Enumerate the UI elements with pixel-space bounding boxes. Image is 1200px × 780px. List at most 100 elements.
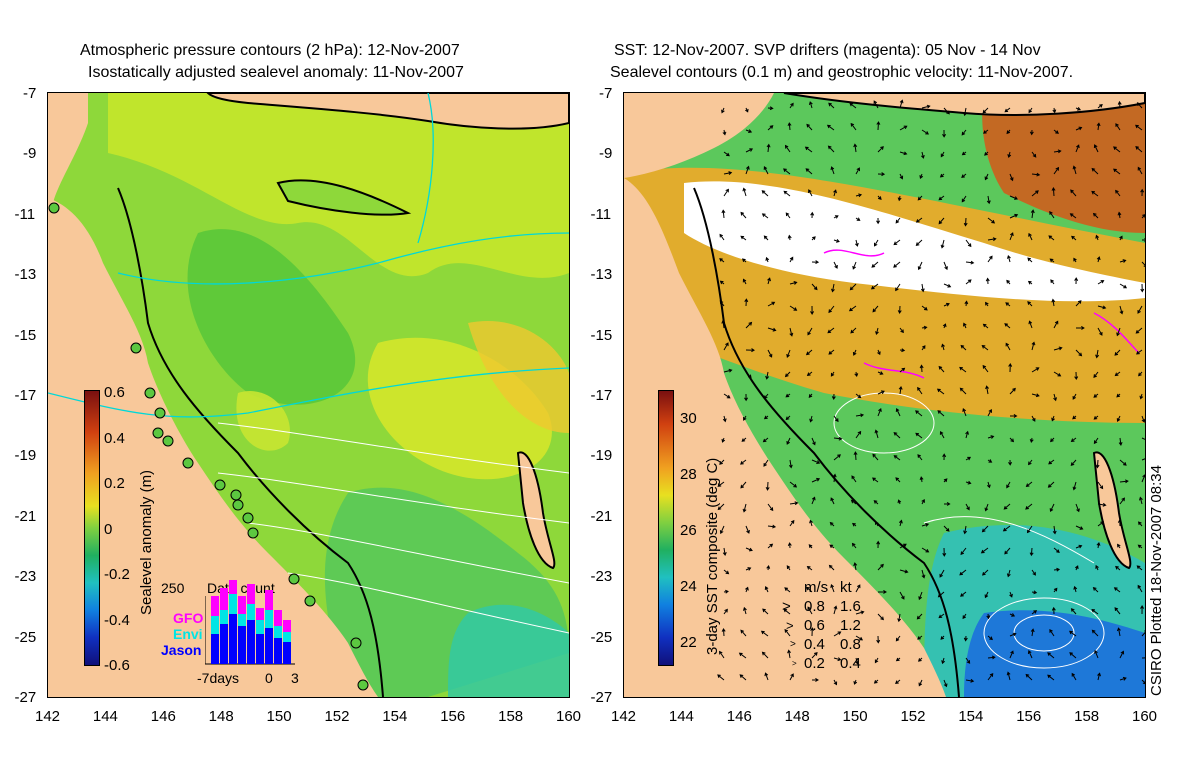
velocity-arrow	[806, 566, 813, 571]
velocity-arrow	[963, 525, 968, 535]
latitude-tick-label: -25	[14, 628, 37, 646]
velocity-arrow	[940, 239, 945, 249]
velocity-arrow	[918, 657, 923, 662]
velocity-arrow	[987, 655, 996, 660]
pressure-contour-3	[417, 93, 434, 244]
histogram-bar	[211, 616, 219, 634]
velocity-arrow	[1115, 189, 1121, 197]
sla-contour-3	[247, 522, 569, 584]
velocity-arrow	[854, 239, 859, 247]
velocity-arrow	[1075, 144, 1080, 153]
sla-colorbar-tick-label: -0.4	[104, 611, 130, 629]
velocity-arrow	[1008, 459, 1013, 466]
inset-legend-jason: Jason	[161, 642, 202, 658]
velocity-arrow	[722, 415, 727, 423]
velocity-arrow	[765, 481, 770, 491]
velocity-arrow	[833, 605, 838, 615]
velocity-arrow	[1114, 371, 1121, 377]
velocity-arrow	[1049, 503, 1055, 513]
sla-high-patch-3	[236, 391, 290, 451]
velocity-arrow	[1097, 521, 1105, 527]
velocity-arrow	[1004, 107, 1011, 113]
inset-ymax-label: 250	[161, 580, 185, 596]
speed-arrow-icon: >	[782, 598, 791, 615]
histogram-bar	[265, 610, 273, 628]
sealevel-anomaly-map	[47, 92, 570, 698]
speed-legend-kt-0: 1.6	[840, 598, 861, 615]
velocity-arrow	[1003, 503, 1011, 510]
velocity-arrow	[940, 151, 945, 158]
velocity-arrow	[1009, 650, 1014, 659]
velocity-arrow	[1094, 649, 1099, 659]
velocity-arrow	[833, 415, 839, 423]
velocity-arrow	[743, 415, 747, 421]
velocity-arrow	[1075, 126, 1083, 131]
velocity-arrow	[784, 144, 791, 153]
velocity-arrow	[943, 261, 948, 271]
land-queensland-sst	[624, 178, 946, 697]
histogram-bar	[238, 596, 246, 614]
velocity-arrow	[828, 102, 835, 109]
velocity-arrow	[1137, 305, 1143, 314]
velocity-arrow	[1093, 415, 1099, 420]
velocity-arrow	[876, 540, 881, 549]
velocity-arrow	[1052, 107, 1057, 114]
velocity-arrow	[1136, 565, 1143, 571]
velocity-arrow	[937, 410, 945, 417]
velocity-arrow	[853, 143, 858, 153]
velocity-arrow	[1093, 371, 1099, 378]
velocity-arrow	[938, 195, 945, 201]
velocity-arrow	[1069, 213, 1077, 219]
velocity-arrow	[873, 679, 879, 684]
velocity-arrow	[1073, 585, 1078, 593]
velocity-arrow	[721, 628, 726, 637]
histogram-bar	[265, 628, 273, 664]
velocity-arrow	[941, 657, 946, 665]
sla-contour-2	[217, 472, 569, 524]
velocity-arrow	[785, 393, 791, 398]
histogram-bar	[229, 594, 237, 614]
velocity-arrow	[895, 679, 901, 685]
velocity-arrow	[723, 569, 730, 575]
sla-low-patch	[187, 229, 356, 405]
velocity-arrow	[789, 519, 795, 527]
velocity-arrow	[1009, 632, 1017, 637]
velocity-arrow	[740, 629, 747, 637]
sla-colorbar-label: Sealevel anomaly (m)	[138, 469, 155, 615]
longitude-tick-label: 160	[1132, 708, 1158, 725]
sst-map	[623, 92, 1146, 698]
velocity-arrow	[982, 107, 989, 114]
latitude-tick-label: -27	[590, 689, 613, 706]
velocity-arrow	[961, 129, 967, 136]
speed-legend-ms-2: 0.4	[804, 636, 825, 653]
velocity-arrow	[830, 166, 835, 175]
velocity-arrow	[1053, 547, 1060, 553]
plot-credit: CSIRO Plotted 18-Nov-2007 08:34	[1148, 465, 1165, 696]
velocity-arrow	[899, 367, 906, 373]
latitude-tick-label: -15	[14, 326, 37, 344]
velocity-arrow	[987, 459, 993, 463]
velocity-arrow	[917, 635, 923, 640]
velocity-arrow	[789, 327, 794, 337]
latitude-tick-label: -7	[599, 85, 613, 102]
velocity-arrow	[1137, 584, 1143, 593]
velocity-arrow	[876, 217, 881, 225]
velocity-arrow	[1142, 237, 1145, 242]
velocity-arrow	[938, 217, 945, 225]
velocity-arrow	[719, 525, 725, 535]
longitude-tick-label: 154	[958, 708, 984, 725]
velocity-arrow	[1031, 393, 1040, 398]
velocity-arrow	[1072, 165, 1077, 175]
velocity-arrow	[1135, 327, 1143, 334]
velocity-arrow	[877, 613, 884, 621]
histogram-bar	[220, 588, 228, 610]
velocity-arrow	[811, 260, 820, 265]
velocity-arrow	[806, 123, 813, 131]
velocity-arrow	[985, 301, 989, 307]
velocity-arrow	[807, 327, 813, 336]
velocity-arrow	[808, 189, 813, 197]
velocity-arrow	[959, 366, 967, 373]
velocity-arrow	[943, 679, 948, 688]
velocity-arrow	[1141, 657, 1145, 659]
velocity-arrow	[1116, 327, 1121, 337]
